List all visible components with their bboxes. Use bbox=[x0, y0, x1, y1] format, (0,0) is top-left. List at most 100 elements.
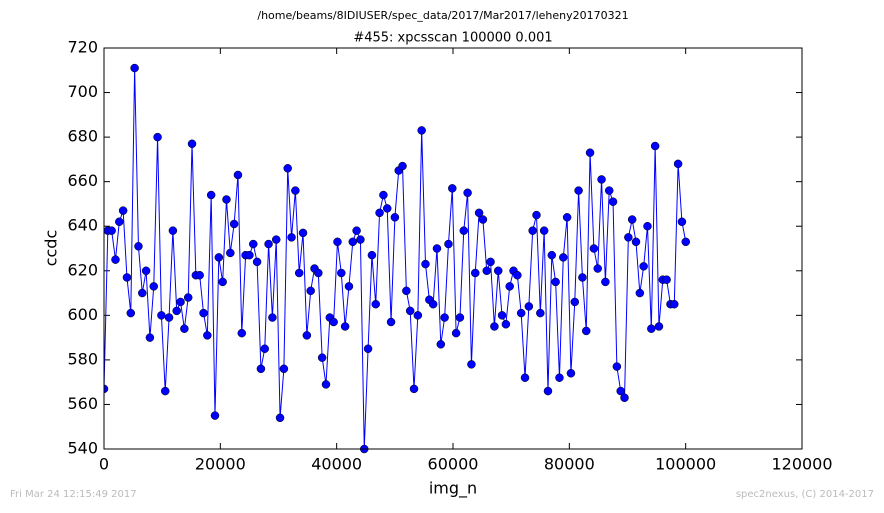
data-point bbox=[291, 186, 300, 195]
data-point bbox=[589, 244, 599, 253]
data-point bbox=[157, 311, 166, 320]
data-point bbox=[118, 206, 128, 215]
data-point bbox=[570, 297, 580, 307]
data-point bbox=[168, 226, 178, 235]
data-point bbox=[264, 239, 273, 249]
data-point bbox=[356, 235, 365, 244]
data-point bbox=[505, 282, 514, 291]
data-point bbox=[344, 282, 354, 291]
data-point bbox=[444, 239, 453, 249]
data-point bbox=[302, 331, 312, 340]
y-axis-label: ccdc bbox=[42, 230, 61, 267]
x-tick-label: 120000 bbox=[771, 455, 832, 474]
data-point bbox=[551, 277, 560, 287]
data-point bbox=[643, 221, 652, 231]
data-point bbox=[681, 237, 691, 247]
data-point bbox=[601, 277, 610, 287]
data-point bbox=[593, 264, 602, 273]
data-point bbox=[616, 386, 625, 396]
data-point bbox=[115, 217, 124, 227]
data-point bbox=[233, 170, 243, 180]
data-point bbox=[134, 242, 143, 251]
data-point bbox=[497, 311, 507, 320]
data-point bbox=[367, 250, 377, 260]
data-point bbox=[440, 313, 449, 322]
data-point bbox=[363, 344, 373, 353]
data-point bbox=[539, 226, 549, 235]
data-point bbox=[436, 340, 446, 349]
data-point bbox=[585, 148, 595, 157]
data-point bbox=[670, 299, 679, 309]
data-point bbox=[624, 233, 633, 242]
data-point bbox=[562, 213, 572, 222]
data-point bbox=[547, 250, 557, 260]
data-point bbox=[566, 369, 576, 378]
data-point bbox=[455, 313, 465, 322]
data-point bbox=[130, 63, 139, 73]
data-point bbox=[279, 364, 289, 374]
data-point bbox=[195, 270, 204, 280]
y-tick-label: 640 bbox=[67, 216, 98, 235]
data-point bbox=[574, 186, 583, 195]
data-point bbox=[382, 204, 392, 213]
data-point bbox=[608, 197, 618, 206]
data-point bbox=[160, 386, 170, 396]
data-point bbox=[337, 268, 346, 278]
data-point bbox=[176, 297, 185, 307]
y-tick-label: 720 bbox=[67, 38, 98, 57]
data-point bbox=[413, 311, 423, 320]
data-point bbox=[581, 326, 591, 336]
y-tick-label: 560 bbox=[67, 394, 98, 413]
data-point bbox=[271, 235, 281, 244]
data-point bbox=[352, 226, 361, 235]
data-point bbox=[138, 288, 147, 298]
data-point bbox=[647, 324, 656, 333]
data-point bbox=[249, 239, 258, 249]
data-point bbox=[578, 273, 587, 282]
data-point bbox=[314, 268, 323, 278]
data-point bbox=[398, 161, 407, 171]
data-point bbox=[677, 217, 687, 227]
data-point bbox=[482, 266, 491, 276]
data-point bbox=[520, 373, 530, 382]
plot-frame bbox=[103, 47, 803, 450]
series-line bbox=[104, 68, 687, 450]
data-point bbox=[597, 175, 606, 184]
chart-title: #455: xpcsscan 100000 0.001 bbox=[353, 31, 552, 46]
data-point bbox=[448, 184, 457, 193]
data-point bbox=[153, 132, 162, 142]
y-tick-label: 700 bbox=[67, 82, 98, 101]
data-point bbox=[256, 364, 266, 374]
y-tick-label: 620 bbox=[67, 260, 98, 279]
data-point bbox=[283, 164, 292, 173]
x-tick-label: 80000 bbox=[544, 455, 595, 474]
data-point bbox=[639, 262, 648, 271]
data-point bbox=[260, 344, 269, 353]
suptitle: /home/beams/8IDIUSER/spec_data/2017/Mar2… bbox=[257, 9, 628, 22]
data-point bbox=[317, 353, 327, 362]
data-point bbox=[463, 188, 472, 198]
data-point bbox=[493, 266, 503, 276]
data-point bbox=[275, 413, 285, 423]
data-point bbox=[229, 219, 239, 229]
data-point bbox=[126, 308, 136, 318]
data-point bbox=[379, 190, 388, 200]
data-point bbox=[218, 277, 227, 287]
data-point bbox=[164, 313, 174, 322]
data-point bbox=[149, 282, 159, 291]
data-point bbox=[340, 322, 350, 331]
data-point bbox=[287, 233, 296, 242]
data-point bbox=[654, 322, 664, 331]
x-tick-label: 40000 bbox=[311, 455, 362, 474]
data-point bbox=[210, 411, 220, 420]
data-point bbox=[474, 208, 484, 218]
data-point bbox=[536, 308, 545, 318]
data-point bbox=[471, 268, 480, 278]
y-tick-label: 680 bbox=[67, 127, 98, 146]
data-point bbox=[199, 308, 208, 318]
y-tick-label: 660 bbox=[67, 171, 98, 190]
data-point bbox=[432, 244, 442, 253]
data-point bbox=[321, 380, 331, 389]
data-point bbox=[421, 259, 430, 269]
data-point bbox=[543, 386, 553, 396]
